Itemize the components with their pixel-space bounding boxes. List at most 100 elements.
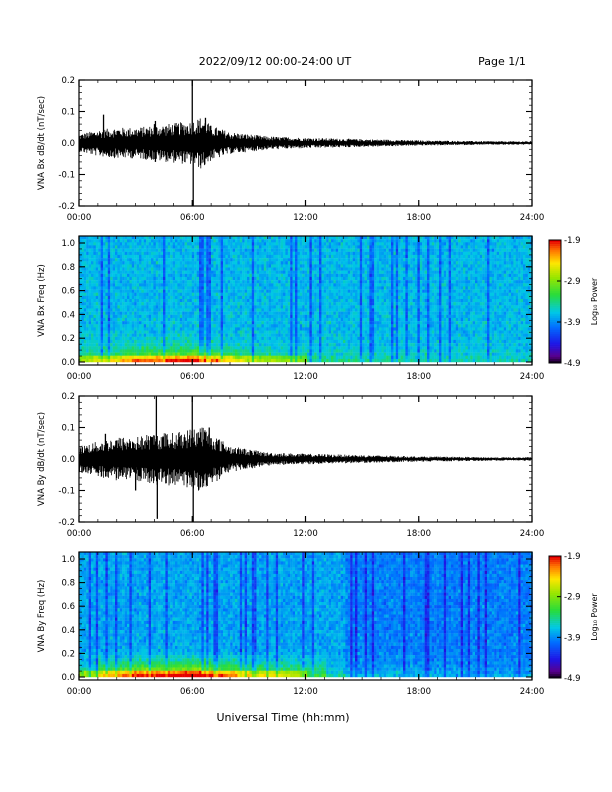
spectrogram-cell xyxy=(290,337,293,340)
spectrogram-cell xyxy=(192,245,195,248)
spectrogram-cell xyxy=(367,252,370,255)
spectrogram-cell xyxy=(105,280,108,283)
spectrogram-cell xyxy=(367,324,370,327)
spectrogram-cell xyxy=(357,280,360,283)
spectrogram-cell xyxy=(350,242,353,245)
spectrogram-cell xyxy=(187,280,190,283)
spectrogram-cell xyxy=(314,280,317,283)
spectrogram-cell xyxy=(103,337,106,340)
spectrogram-cell xyxy=(297,353,300,356)
spectrogram-cell xyxy=(218,264,221,267)
spectrogram-cell xyxy=(254,286,257,289)
spectrogram-cell xyxy=(343,299,346,302)
spectrogram-cell xyxy=(122,264,125,267)
spectrogram-cell xyxy=(206,277,209,280)
spectrogram-cell xyxy=(173,293,176,296)
spectrogram-cell xyxy=(146,349,149,352)
spectrogram-cell xyxy=(281,283,284,286)
spectrogram-cell xyxy=(302,331,305,334)
spectrogram-cell xyxy=(271,318,274,321)
spectrogram-cell xyxy=(120,290,123,293)
spectrogram-cell xyxy=(194,258,197,261)
spectrogram-cell xyxy=(285,258,288,261)
spectrogram-cell xyxy=(168,315,171,318)
spectrogram-cell xyxy=(91,305,94,308)
spectrogram-cell xyxy=(297,312,300,315)
spectrogram-cell xyxy=(165,264,168,267)
spectrogram-cell xyxy=(326,242,329,245)
spectrogram-cell xyxy=(242,290,245,293)
spectrogram-cell xyxy=(192,331,195,334)
spectrogram-cell xyxy=(153,343,156,346)
spectrogram-cell xyxy=(242,356,245,359)
spectrogram-cell xyxy=(173,359,176,362)
spectrogram-cell xyxy=(285,346,288,349)
spectrogram-cell xyxy=(194,340,197,343)
spectrogram-cell xyxy=(125,283,128,286)
spectrogram-cell xyxy=(333,331,336,334)
spectrogram-cell xyxy=(132,249,135,252)
spectrogram-cell xyxy=(281,261,284,264)
spectrogram-cell xyxy=(319,242,322,245)
spectrogram-cell xyxy=(362,280,365,283)
spectrogram-cell xyxy=(237,286,240,289)
spectrogram-cell xyxy=(240,327,243,330)
spectrogram-cell xyxy=(204,331,207,334)
spectrogram-cell xyxy=(321,296,324,299)
spectrogram-cell xyxy=(293,334,296,337)
spectrogram-cell xyxy=(228,249,231,252)
spectrogram-cell xyxy=(117,245,120,248)
spectrogram-cell xyxy=(225,356,228,359)
spectrogram-cell xyxy=(127,331,130,334)
spectrogram-cell xyxy=(213,258,216,261)
spectrogram-cell xyxy=(309,302,312,305)
spectrogram-cell xyxy=(110,283,113,286)
spectrogram-cell xyxy=(367,340,370,343)
spectrogram-cell xyxy=(281,242,284,245)
spectrogram-cell xyxy=(297,286,300,289)
spectrogram-cell xyxy=(192,277,195,280)
spectrogram-cell xyxy=(211,340,214,343)
spectrogram-cell xyxy=(98,293,101,296)
spectrogram-cell xyxy=(146,318,149,321)
spectrogram-cell xyxy=(201,268,204,271)
spectrogram-cell xyxy=(187,302,190,305)
spectrogram-cell xyxy=(103,277,106,280)
spectrogram-cell xyxy=(86,349,89,352)
spectrogram-cell xyxy=(314,324,317,327)
spectrogram-cell xyxy=(177,242,180,245)
spectrogram-cell xyxy=(233,359,236,362)
spectrogram-cell xyxy=(96,308,99,311)
spectrogram-cell xyxy=(225,308,228,311)
spectrogram-cell xyxy=(223,321,226,324)
spectrogram-cell xyxy=(309,327,312,330)
spectrogram-cell xyxy=(259,255,262,258)
spectrogram-cell xyxy=(96,249,99,252)
spectrogram-cell xyxy=(158,321,161,324)
spectrogram-cell xyxy=(156,340,159,343)
spectrogram-cell xyxy=(283,308,286,311)
spectrogram-cell xyxy=(293,268,296,271)
spectrogram-cell xyxy=(96,252,99,255)
spectrogram-cell xyxy=(324,315,327,318)
spectrogram-cell xyxy=(103,290,106,293)
spectrogram-cell xyxy=(168,340,171,343)
spectrogram-cell xyxy=(141,280,144,283)
spectrogram-cell xyxy=(216,290,219,293)
spectrogram-cell xyxy=(257,324,260,327)
spectrogram-cell xyxy=(180,318,183,321)
spectrogram-cell xyxy=(163,258,166,261)
spectrogram-cell xyxy=(108,245,111,248)
spectrogram-cell xyxy=(326,261,329,264)
spectrogram-cell xyxy=(338,321,341,324)
spectrogram-cell xyxy=(113,302,116,305)
spectrogram-cell xyxy=(314,343,317,346)
spectrogram-cell xyxy=(223,356,226,359)
spectrogram-cell xyxy=(271,324,274,327)
spectrogram-cell xyxy=(338,274,341,277)
spectrogram-cell xyxy=(312,249,315,252)
spectrogram-cell xyxy=(249,264,252,267)
spectrogram-cell xyxy=(197,245,200,248)
spectrogram-cell xyxy=(165,340,168,343)
spectrogram-cell xyxy=(295,349,298,352)
